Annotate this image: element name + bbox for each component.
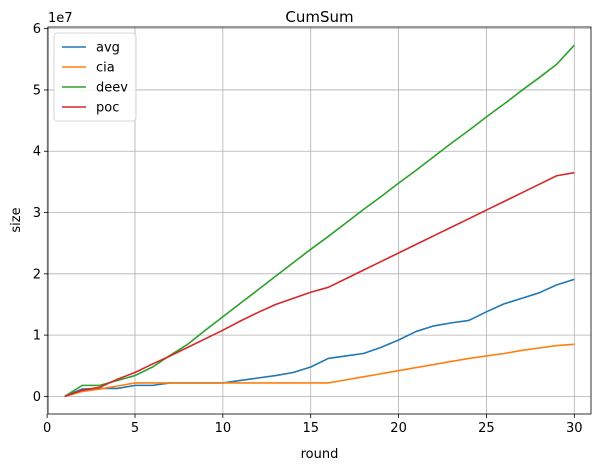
y-tick-label: 2 — [33, 267, 41, 282]
legend-label-deev: deev — [96, 81, 128, 96]
series-lines — [64, 44, 575, 398]
y-axis-offset-label: 1e7 — [48, 11, 73, 26]
y-tick-label: 5 — [33, 83, 41, 98]
grid-lines — [46, 27, 591, 414]
x-axis-label: round — [301, 447, 339, 462]
y-axis-label: size — [9, 207, 24, 232]
legend-label-avg: avg — [96, 41, 120, 56]
x-tick-label: 30 — [566, 421, 583, 436]
plot-area — [47, 26, 592, 415]
y-tick-label: 4 — [33, 145, 41, 160]
legend-label-poc: poc — [96, 101, 119, 116]
legend: avg cia deev poc — [53, 32, 137, 122]
y-tick-label: 6 — [33, 22, 41, 37]
series-line-poc — [64, 171, 575, 398]
x-tick-label: 5 — [131, 421, 139, 436]
series-line-avg — [64, 278, 575, 398]
y-tick-label: 1 — [33, 329, 41, 344]
x-tick-label: 10 — [215, 421, 232, 436]
x-tick-label: 15 — [302, 421, 319, 436]
axis-ticks: 0 5 10 15 20 25 30 0 1 2 3 4 5 6 — [33, 22, 583, 436]
y-tick-label: 0 — [33, 390, 41, 405]
chart-title: CumSum — [285, 8, 353, 26]
x-tick-label: 0 — [43, 421, 51, 436]
series-line-deev — [64, 44, 575, 398]
x-tick-label: 25 — [478, 421, 495, 436]
y-tick-label: 3 — [33, 206, 41, 221]
series-line-cia — [64, 343, 575, 398]
legend-box — [53, 32, 137, 122]
legend-label-cia: cia — [96, 61, 115, 76]
x-tick-label: 20 — [390, 421, 407, 436]
